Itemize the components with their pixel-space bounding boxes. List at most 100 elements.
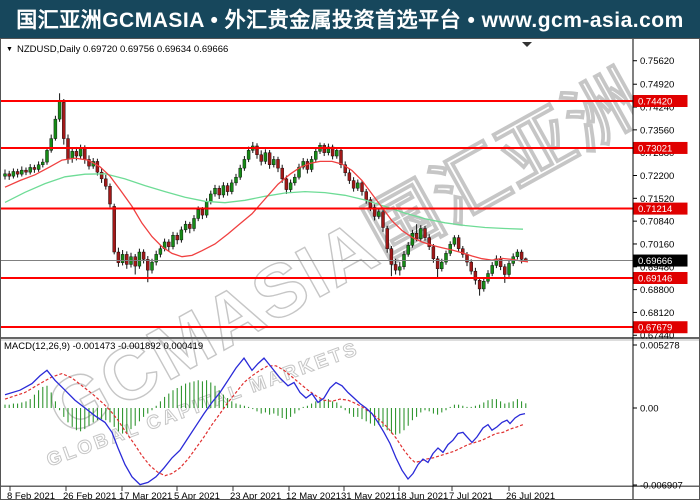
price-axis-label: 0.69480 [640,262,674,273]
candle-bullish [314,151,318,160]
time-axis-label: 17 Mar 2021 [119,491,172,500]
candle-bearish [503,266,507,275]
candle-bullish [356,182,360,189]
candle-bearish [431,246,436,259]
candle-bullish [209,193,213,202]
level-price-badge-label: 0.74420 [638,97,672,108]
candle-bullish [53,118,58,139]
candle-bullish [70,151,74,159]
candle-bullish [158,248,163,255]
candle-bearish [225,185,230,192]
candle-bearish [15,171,20,175]
current-price-badge-label: 0.69666 [638,256,672,267]
candle-bearish [217,188,221,196]
price-axis-label: 0.68800 [640,285,674,296]
candle-bearish [351,180,356,189]
candle-bullish [297,166,301,178]
price-axis-label: 0.67440 [640,331,674,342]
level-price-badge [633,202,688,215]
candle-bearish [322,145,326,153]
macd-pane [4,356,527,486]
candle-bearish [146,259,150,271]
chart-area[interactable]: GCMASIA国汇亚洲 GLOBAL CAPITAL MARKETS 0.75620… [0,38,700,500]
level-price-badge-label: 0.71214 [638,204,672,215]
candle-bearish [414,233,419,239]
candle-bullish [515,251,520,257]
price-axis-label: 0.70160 [640,239,674,250]
price-axis-label: 0.71520 [640,194,674,205]
candle-bearish [364,191,368,200]
candle-bullish [150,261,154,271]
macd-signal-line [4,365,524,477]
candlestick-series [3,93,528,296]
candle-bearish [368,199,373,208]
candle-bearish [141,251,146,260]
candle-bearish [175,235,179,241]
candle-bearish [95,161,100,173]
candle-bullish [309,159,314,170]
candle-bullish [36,164,41,170]
candle-bullish [183,223,188,231]
time-axis[interactable]: 8 Feb 2021 26 Feb 2021 17 Mar 2021 5 Apr 20… [7,486,555,500]
candle-bullish [3,173,7,177]
candle-bearish [339,150,343,165]
time-axis-label: 7 Jul 2021 [449,491,493,500]
candle-bearish [87,159,91,167]
ma-fast-line [4,157,529,263]
candle-bullish [57,101,62,120]
candle-bearish [372,207,377,217]
candle-bearish [276,159,280,169]
candle-bullish [41,161,45,165]
candle-bearish [343,164,347,174]
time-axis-label: 8 Feb 2021 [7,491,55,500]
candle-bearish [188,223,192,229]
price-axis[interactable]: 0.756200.749200.742400.735600.728800.722… [632,38,688,500]
candle-bullish [213,188,217,195]
price-axis-label: 0.72200 [640,171,674,182]
candle-bearish [112,206,116,253]
candle-bearish [473,270,478,281]
candle-bullish [419,228,423,239]
time-axis-label: 12 May 2021 [286,491,341,500]
price-axis-label: 0.74240 [640,103,674,114]
symbol-collapse-icon[interactable]: ▼ [6,46,13,53]
level-price-badge [633,95,688,107]
candle-bearish [477,280,482,290]
macd-indicator-label: MACD(12,26,9) -0.001473 -0.001892 0.0004… [4,341,203,352]
candle-bearish [498,258,503,267]
candle-bearish [280,167,284,180]
candle-bearish [347,172,352,181]
level-price-badge [633,271,688,284]
candle-bullish [452,237,457,245]
candle-bullish [444,253,448,263]
time-axis-label: 18 Jun 2021 [396,491,448,500]
candle-bearish [7,173,11,177]
price-axis-label: 0.75620 [640,56,674,67]
candle-bullish [238,167,242,178]
time-axis-label: 23 Apr 2021 [230,491,281,500]
price-axis-label: 0.68120 [640,308,674,319]
candle-bearish [83,147,87,160]
candle-bullish [377,211,381,217]
candle-bullish [49,138,53,151]
candle-bullish [234,176,238,184]
candle-bearish [32,167,37,170]
macd-axis-label: -0.006907 [640,481,683,492]
chart-shift-marker-icon[interactable] [522,42,532,47]
symbol-ohlc-readout: NZDUSD,Daily 0.69720 0.69756 0.69634 0.6… [17,44,228,55]
brand-title: 国汇亚洲GCMASIA • 外汇贵金属投资首选平台 • www.gcm-asia… [16,9,684,32]
candle-bearish [469,261,473,272]
candle-bearish [104,178,108,187]
candle-bearish [284,178,289,190]
candle-bearish [435,258,440,269]
current-price-badge [633,254,688,267]
candle-bearish [167,241,171,247]
candle-bullish [482,281,486,290]
candle-bullish [221,185,226,196]
candle-bearish [200,209,205,216]
candle-bullish [406,245,410,255]
candle-bullish [11,171,16,177]
macd-axis-label: 0.005278 [640,341,680,352]
